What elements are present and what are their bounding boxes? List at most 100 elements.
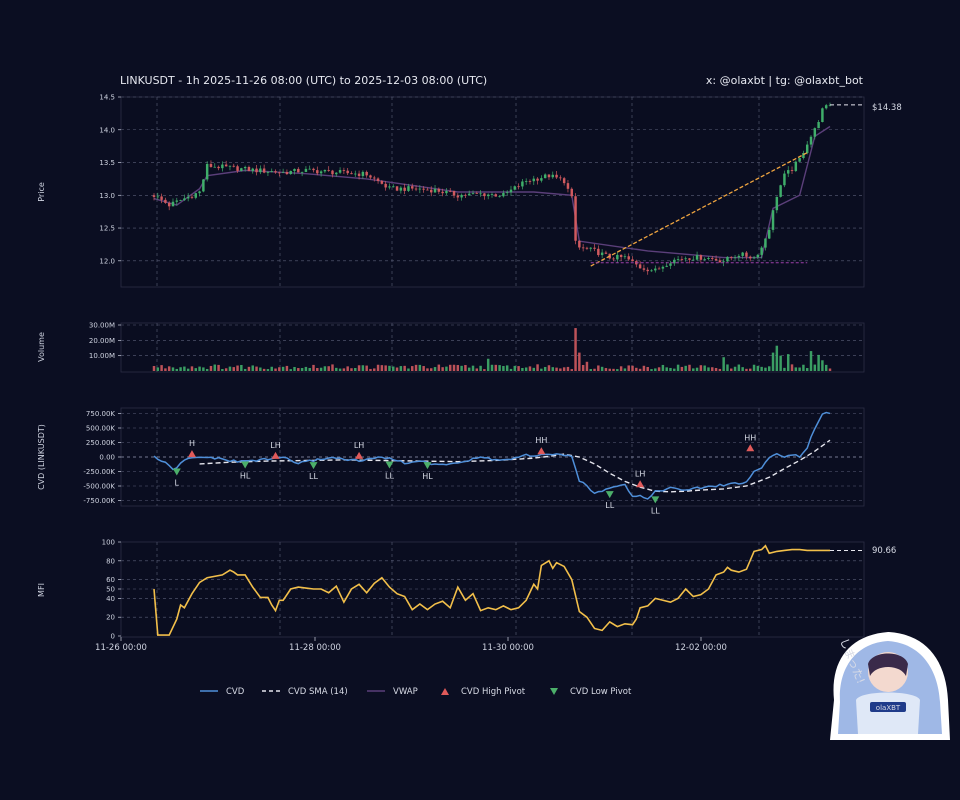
volume-bar xyxy=(190,366,194,371)
cvd-high-pivot-marker xyxy=(537,447,546,455)
volume-bar xyxy=(221,369,224,371)
volume-bar xyxy=(483,369,486,371)
legend-high-pivot: CVD High Pivot xyxy=(441,687,526,697)
candle-body xyxy=(688,258,691,260)
candle-body xyxy=(650,270,653,272)
candle-body xyxy=(224,164,228,167)
candle-body xyxy=(646,269,649,272)
candle-body xyxy=(327,169,330,171)
candle-body xyxy=(486,194,490,197)
candle-body xyxy=(786,170,790,174)
volume-bar xyxy=(695,367,699,371)
candle-body xyxy=(817,122,820,129)
cvd-ylabel: CVD (LINKUSDT) xyxy=(37,424,46,490)
candle-body xyxy=(745,252,748,257)
xtick-label: 12-02 00:00 xyxy=(675,643,727,653)
price-lines xyxy=(590,104,864,267)
volume-bar xyxy=(437,364,441,371)
candle-body xyxy=(521,181,524,187)
legend: CVD CVD SMA (14) VWAP CVD High Pivot CVD… xyxy=(200,687,632,697)
candle-body xyxy=(403,187,406,191)
mascot-hair xyxy=(868,653,908,676)
volume-bar xyxy=(460,365,463,371)
cvd-high-pivot-marker xyxy=(271,451,280,459)
ytick-label: 100 xyxy=(102,539,115,547)
candle-body xyxy=(711,258,714,259)
volume-bar xyxy=(399,366,403,371)
mfi-lines xyxy=(153,544,864,636)
candle-body xyxy=(752,257,756,259)
ytick-label: 12.5 xyxy=(99,225,115,233)
volume-bar xyxy=(502,365,505,371)
volume-bar xyxy=(578,352,581,371)
candle-body xyxy=(240,168,243,171)
volume-bar xyxy=(604,368,608,371)
volume-bar xyxy=(498,365,501,371)
candle-body xyxy=(152,195,156,197)
volume-bar xyxy=(726,364,729,371)
volume-bar xyxy=(775,345,779,371)
mfi-line xyxy=(153,544,830,636)
candle-body xyxy=(821,108,824,123)
volume-bar xyxy=(327,366,330,371)
candle-body xyxy=(452,191,456,196)
volume-bar xyxy=(373,368,376,371)
volume-bar xyxy=(821,360,824,371)
volume-bar xyxy=(156,367,160,371)
volume-bar xyxy=(654,368,657,371)
candle-body xyxy=(768,229,771,239)
candle-body xyxy=(456,195,460,198)
volume-bar xyxy=(524,367,528,371)
candle-body xyxy=(160,196,163,200)
candle-body xyxy=(308,168,311,170)
volume-bar xyxy=(581,364,585,371)
volume-bar xyxy=(392,366,395,371)
candle-body xyxy=(638,264,642,269)
volume-bar xyxy=(528,366,532,371)
candle-body xyxy=(338,170,342,173)
credit-text: x: @olaxbt | tg: @olaxbt_bot xyxy=(706,74,864,87)
candle-body xyxy=(357,173,361,177)
candle-body xyxy=(255,168,258,173)
volume-bar xyxy=(376,364,380,371)
volume-bar xyxy=(714,367,718,371)
candle-body xyxy=(627,256,630,260)
volume-bar xyxy=(198,366,201,371)
volume-bar xyxy=(638,368,642,371)
volume-bar xyxy=(600,366,604,371)
candle-body xyxy=(190,196,194,198)
volume-bar xyxy=(179,367,182,371)
candle-body xyxy=(578,240,581,248)
volume-bar xyxy=(319,367,323,371)
volume-bar xyxy=(764,367,767,371)
ytick-label: -750.00K xyxy=(83,497,115,505)
volume-bar xyxy=(270,366,273,371)
volume-bar xyxy=(171,367,175,371)
candle-body xyxy=(156,196,160,198)
volume-bar xyxy=(464,365,467,371)
ytick-label: 0.00 xyxy=(99,454,115,462)
candle-body xyxy=(483,193,486,197)
ytick-label: 10.00M xyxy=(89,352,115,360)
ytick-label: 20.00M xyxy=(89,337,115,345)
volume-bar xyxy=(407,368,410,371)
volume-bar xyxy=(247,366,251,371)
candle-body xyxy=(354,173,357,175)
candle-body xyxy=(536,178,539,181)
volume-bar xyxy=(441,367,444,371)
candle-body xyxy=(392,186,395,188)
candle-body xyxy=(373,177,376,179)
volume-bar xyxy=(475,368,479,371)
volume-bar xyxy=(722,357,725,371)
volume-bar xyxy=(240,364,243,371)
cvd-pivot-label: LH xyxy=(635,469,645,478)
cvd-low-pivot-marker xyxy=(309,462,318,470)
ytick-label: 30.00M xyxy=(89,322,115,330)
volume-bar xyxy=(164,368,167,371)
volume-bar xyxy=(562,367,566,371)
volume-bar xyxy=(559,368,562,371)
candle-body xyxy=(437,188,441,192)
candle-body xyxy=(707,258,710,260)
candle-body xyxy=(259,168,262,173)
